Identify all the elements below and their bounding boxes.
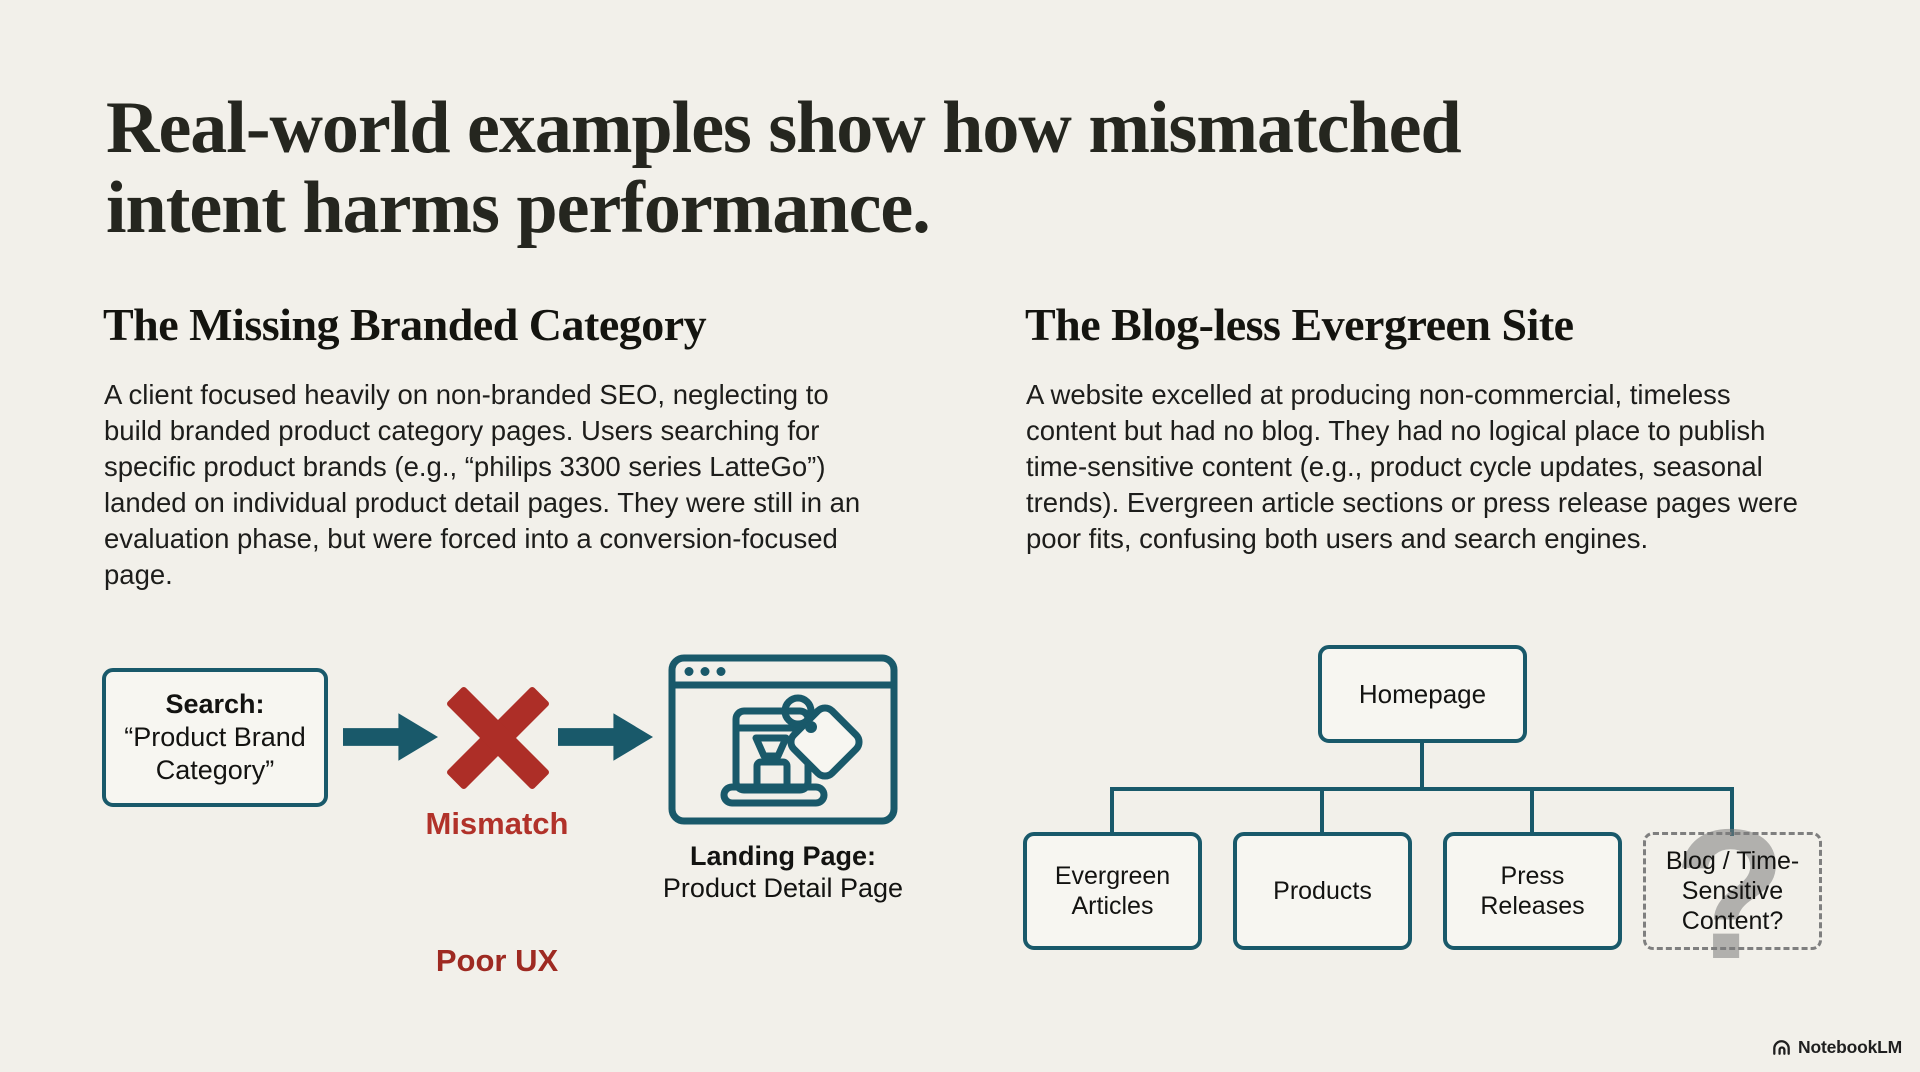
tree-node-press-releases: Press Releases	[1443, 832, 1622, 950]
tree-node-homepage: Homepage	[1318, 645, 1527, 743]
notebooklm-wordmark: NotebookLM	[1798, 1036, 1902, 1057]
search-query-box: Search: “Product Brand Category”	[102, 668, 328, 807]
connector-line	[1730, 787, 1734, 836]
tree-node-products: Products	[1233, 832, 1412, 950]
connector-line	[1530, 787, 1534, 836]
connector-line	[1112, 787, 1734, 791]
connector-line	[1420, 741, 1424, 791]
poor-ux-label: Poor UX	[435, 943, 559, 978]
mismatch-label: Mismatch	[425, 806, 569, 841]
right-section-body: A website excelled at producing non-comm…	[1026, 379, 1798, 554]
right-section-heading: The Blog-less Evergreen Site	[1025, 299, 1574, 350]
arrow-right-icon	[343, 713, 438, 761]
product-detail-page-browser-icon	[668, 654, 898, 825]
landing-page-caption: Landing Page: Product Detail Page	[623, 840, 943, 904]
tree-node-evergreen-articles: Evergreen Articles	[1023, 832, 1202, 950]
site-structure-diagram: Homepage Evergreen Articles Products Pre…	[1023, 645, 1833, 1045]
left-section-heading: The Missing Branded Category	[103, 299, 707, 350]
landing-page-sublabel: Product Detail Page	[662, 873, 904, 903]
search-label: Search:	[165, 689, 265, 719]
mismatch-x-icon	[447, 687, 549, 789]
notebooklm-logo: NotebookLM	[1770, 1034, 1902, 1060]
arrow-right-icon	[558, 713, 653, 761]
mismatch-flow-diagram: Search: “Product Brand Category” Mismatc…	[102, 654, 922, 1014]
tree-node-missing-blog: Blog / Time- Sensitive Content?	[1643, 832, 1822, 950]
notebooklm-icon	[1773, 1039, 1790, 1055]
connector-line	[1110, 787, 1114, 836]
price-tag-icon	[781, 694, 863, 780]
landing-page-label: Landing Page:	[689, 841, 876, 871]
search-query-text: “Product Brand Category”	[124, 722, 306, 785]
connector-line	[1320, 787, 1324, 836]
page-title: Real-world examples show how mismatched …	[106, 87, 1462, 249]
question-mark-icon: ?	[1673, 792, 1787, 998]
left-section-body: A client focused heavily on non-branded …	[104, 379, 861, 590]
